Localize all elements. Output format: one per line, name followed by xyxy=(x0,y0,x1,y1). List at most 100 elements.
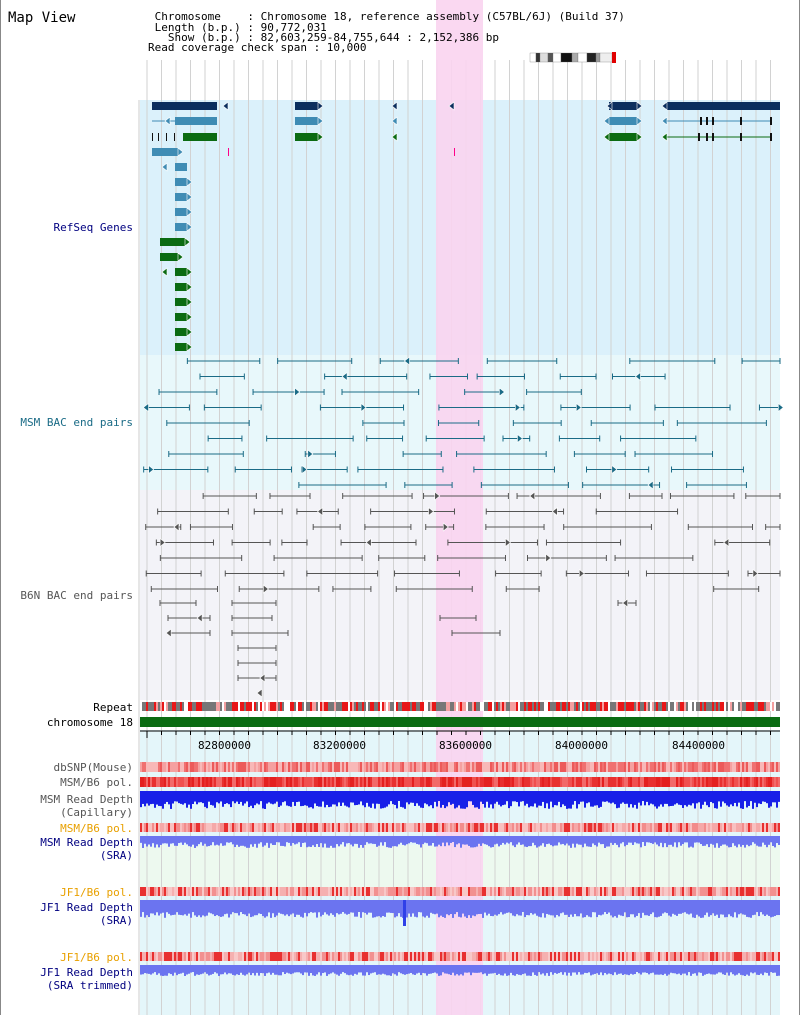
dbsnp-segment xyxy=(656,762,658,772)
jf1-depth-sra-bar xyxy=(624,900,626,913)
msm-depth-sra-bar xyxy=(188,836,190,847)
repeat-segment xyxy=(644,702,646,711)
msm-pol-sra-segment xyxy=(728,823,730,832)
msm-pol-sra-segment xyxy=(656,823,658,832)
jf1-depth-trim-bar xyxy=(338,965,340,976)
jf1-depth-trim-bar xyxy=(754,965,756,973)
refseq-track-label[interactable]: RefSeq Genes xyxy=(53,221,133,234)
msm-depth-sra-bar xyxy=(504,836,506,845)
msm-pol-segment xyxy=(702,777,704,787)
dbsnp-segment xyxy=(754,762,756,772)
msm-bac-track-label[interactable]: MSM BAC end pairs xyxy=(20,416,133,429)
msm-depth-capillary-bar xyxy=(270,791,272,804)
jf1-pol-trim-segment xyxy=(292,952,294,961)
dbsnp-segment xyxy=(388,762,390,772)
msm-depth-capillary-bar xyxy=(762,791,764,802)
msm-depth-capillary-bar xyxy=(614,791,616,805)
jf1-depth-sra-bar xyxy=(726,900,728,918)
msm-depth-capillary-bar xyxy=(392,791,394,805)
repeat-segment xyxy=(368,702,370,711)
jf1-pol-trim-segment xyxy=(268,952,270,961)
jf1-depth-trim-bar xyxy=(228,965,230,974)
jf1-pol-trim-segment xyxy=(276,952,278,961)
jf1-depth-sra-bar xyxy=(644,900,646,916)
repeat-segment xyxy=(534,702,536,711)
msm-pol-track-label[interactable]: MSM/B6 pol. xyxy=(60,776,133,789)
axis-tick-label: 82800000 xyxy=(198,739,251,752)
msm-pol-segment xyxy=(710,777,712,787)
dbsnp-segment xyxy=(456,762,458,772)
gene-exon xyxy=(183,133,217,141)
jf1-depth-sra-bar xyxy=(358,900,360,913)
msm-depth-capillary-bar xyxy=(546,791,548,804)
msm-pol-segment xyxy=(236,777,238,787)
dbsnp-segment xyxy=(294,762,296,772)
jf1-depth-trim-bar xyxy=(366,965,368,973)
jf1-depth-trim-bar xyxy=(740,965,742,975)
ideogram-band xyxy=(599,52,613,63)
dbsnp-segment xyxy=(472,762,474,772)
repeat-segment xyxy=(292,702,294,711)
dbsnp-segment xyxy=(498,762,500,772)
msm-pol-sra-segment xyxy=(610,823,612,832)
msm-pol-sra-track-label[interactable]: MSM/B6 pol. xyxy=(60,822,133,835)
jf1-pol-trim-segment xyxy=(684,952,686,961)
jf1-depth-trimmed-label[interactable]: JF1 Read Depth xyxy=(40,966,133,979)
jf1-depth-sra-label[interactable]: JF1 Read Depth xyxy=(40,901,133,914)
jf1-depth-sra-bar xyxy=(180,900,182,916)
msm-pol-sra-segment xyxy=(516,823,518,832)
msm-depth-sra-label[interactable]: MSM Read Depth xyxy=(40,836,133,849)
jf1-pol-trim-segment xyxy=(502,952,504,961)
jf1-pol-track-label[interactable]: JF1/B6 pol. xyxy=(60,886,133,899)
jf1-depth-trim-bar xyxy=(736,965,738,975)
dbsnp-segment xyxy=(490,762,492,772)
strand-arrow xyxy=(222,101,229,111)
msm-pol-segment xyxy=(306,777,308,787)
chromosome-track-label[interactable]: chromosome 18 xyxy=(46,716,133,729)
repeat-segment xyxy=(266,702,268,711)
jf1-pol-segment xyxy=(238,887,240,896)
msm-pol-sra-segment xyxy=(228,823,230,832)
repeat-segment xyxy=(182,702,184,711)
b6n-bac-track-label[interactable]: B6N BAC end pairs xyxy=(20,589,133,602)
msm-pol-segment xyxy=(254,777,256,787)
msm-depth-sra-bar xyxy=(680,836,682,846)
dbsnp-segment xyxy=(444,762,446,772)
msm-depth-sra-bar xyxy=(526,836,528,848)
msm-pol-segment xyxy=(652,777,654,787)
msm-pol-segment xyxy=(600,777,602,787)
msm-depth-sra-bar xyxy=(732,836,734,844)
jf1-pol-segment xyxy=(500,887,502,896)
jf1-depth-sra-bar xyxy=(552,900,554,916)
jf1-depth-trim-bar xyxy=(482,965,484,975)
dbsnp-segment xyxy=(250,762,252,772)
repeat-track-label[interactable]: Repeat xyxy=(93,701,133,714)
msm-pol-segment xyxy=(516,777,518,787)
msm-depth-sra-bar xyxy=(686,836,688,843)
jf1-depth-trim-bar xyxy=(220,965,222,975)
msm-depth-capillary-label[interactable]: MSM Read Depth xyxy=(40,793,133,806)
msm-pol-sra-segment xyxy=(602,823,604,832)
msm-pol-segment xyxy=(166,777,168,787)
jf1-pol-trim-segment xyxy=(580,952,582,961)
msm-depth-sra-bar xyxy=(308,836,310,847)
jf1-pol-segment xyxy=(232,887,234,896)
dbsnp-track-label[interactable]: dbSNP(Mouse) xyxy=(53,761,133,774)
jf1-pol-trimmed-track-label[interactable]: JF1/B6 pol. xyxy=(60,951,133,964)
repeat-segment xyxy=(312,702,314,711)
msm-pol-sra-segment xyxy=(422,823,424,832)
jf1-depth-trim-bar xyxy=(362,965,364,976)
msm-pol-sra-segment xyxy=(304,823,306,832)
jf1-depth-sra-bar xyxy=(506,900,508,913)
msm-pol-sra-segment xyxy=(630,823,632,832)
dbsnp-segment xyxy=(494,762,496,772)
jf1-pol-trim-segment xyxy=(230,952,232,961)
dbsnp-segment xyxy=(636,762,638,772)
repeat-segment xyxy=(416,702,418,711)
msm-depth-capillary-bar xyxy=(568,791,570,809)
jf1-depth-sra-bar xyxy=(430,900,432,913)
msm-pol-sra-segment xyxy=(604,823,606,832)
jf1-pol-segment xyxy=(206,887,208,896)
jf1-pol-segment xyxy=(542,887,544,896)
